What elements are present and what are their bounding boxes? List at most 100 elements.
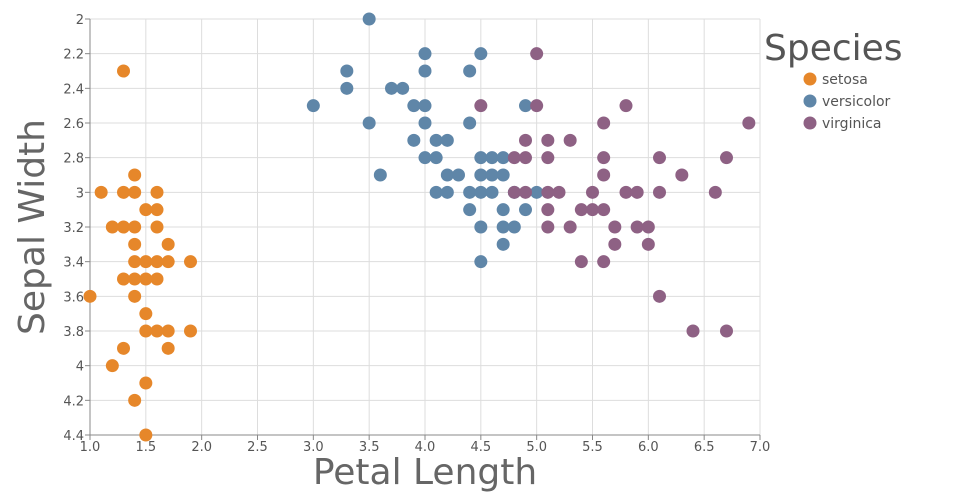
x-tick-label: 4.0 <box>415 440 436 455</box>
point-virginica <box>574 203 588 217</box>
point-setosa <box>150 185 164 199</box>
point-versicolor <box>362 12 376 26</box>
point-virginica <box>586 185 599 199</box>
point-setosa <box>161 237 175 251</box>
y-tick-label: 3.4 <box>63 256 84 271</box>
point-versicolor <box>463 64 477 78</box>
point-virginica <box>541 220 555 234</box>
point-versicolor <box>418 151 432 165</box>
point-virginica <box>641 237 655 251</box>
point-virginica <box>563 133 577 147</box>
point-versicolor <box>418 47 432 61</box>
point-versicolor <box>407 133 421 147</box>
y-tick-label: 2.6 <box>63 117 84 132</box>
point-setosa <box>128 289 142 303</box>
point-versicolor <box>530 185 544 199</box>
x-tick-label: 3.5 <box>359 440 380 455</box>
point-versicolor <box>519 203 532 217</box>
point-setosa <box>117 64 130 78</box>
x-tick-label: 6.0 <box>638 440 659 455</box>
point-setosa <box>128 220 142 234</box>
point-virginica <box>519 185 532 199</box>
point-virginica <box>530 99 544 113</box>
point-setosa <box>105 220 119 234</box>
point-setosa <box>105 359 119 373</box>
x-tick-label: 6.5 <box>694 440 715 455</box>
x-tick-label: 5.0 <box>526 440 547 455</box>
y-tick-label: 2 <box>76 13 84 28</box>
point-versicolor <box>507 220 521 234</box>
point-versicolor <box>496 237 510 251</box>
point-virginica <box>586 203 599 217</box>
y-tick-label: 3.2 <box>63 221 84 236</box>
point-virginica <box>630 185 644 199</box>
legend-swatch-setosa <box>803 72 817 86</box>
grid <box>89 18 761 436</box>
point-virginica <box>675 168 689 182</box>
point-versicolor <box>429 185 443 199</box>
point-virginica <box>597 203 611 217</box>
point-virginica <box>630 220 644 234</box>
x-tick-label: 2.5 <box>247 440 268 455</box>
y-tick-label: 2.8 <box>63 152 84 167</box>
point-setosa <box>128 168 142 182</box>
series-virginica <box>474 47 756 338</box>
y-tick-label: 3.8 <box>63 325 84 340</box>
x-tick-label: 7.0 <box>750 440 771 455</box>
y-tick-label: 4 <box>76 360 84 375</box>
y-tick-label: 4.2 <box>63 394 84 409</box>
point-virginica <box>653 151 666 165</box>
point-versicolor <box>429 151 443 165</box>
point-virginica <box>608 237 622 251</box>
point-setosa <box>139 203 153 217</box>
point-virginica <box>742 116 756 130</box>
y-tick-label: 2.4 <box>63 82 84 97</box>
point-versicolor <box>496 220 510 234</box>
point-versicolor <box>440 185 454 199</box>
point-virginica <box>597 116 611 130</box>
point-versicolor <box>474 168 488 182</box>
point-virginica <box>507 185 521 199</box>
point-setosa <box>139 255 153 269</box>
y-axis-title: Sepal Width <box>12 119 53 335</box>
point-versicolor <box>496 168 510 182</box>
point-versicolor <box>452 168 465 182</box>
point-virginica <box>507 151 521 165</box>
x-axis-title: Petal Length <box>313 452 537 493</box>
series-versicolor <box>306 12 544 269</box>
x-tick-label: 4.5 <box>470 440 491 455</box>
point-setosa <box>117 185 130 199</box>
legend-swatch-versicolor <box>803 94 817 108</box>
point-virginica <box>474 99 488 113</box>
point-setosa <box>128 255 142 269</box>
x-tick-label: 5.5 <box>582 440 603 455</box>
point-setosa <box>150 324 164 338</box>
point-versicolor <box>463 185 477 199</box>
point-virginica <box>530 47 544 61</box>
point-versicolor <box>418 99 432 113</box>
point-virginica <box>563 220 577 234</box>
point-virginica <box>720 324 733 338</box>
point-virginica <box>519 133 532 147</box>
point-versicolor <box>429 133 443 147</box>
point-setosa <box>150 272 164 286</box>
point-setosa <box>117 341 130 355</box>
point-versicolor <box>463 116 477 130</box>
point-setosa <box>150 220 164 234</box>
point-virginica <box>541 185 555 199</box>
x-tick-label: 3.0 <box>303 440 324 455</box>
point-setosa <box>139 307 153 321</box>
y-tick-label: 2.2 <box>63 48 84 63</box>
y-tick-label: 4.4 <box>63 429 84 444</box>
point-setosa <box>161 255 175 269</box>
point-versicolor <box>485 151 499 165</box>
point-versicolor <box>474 220 488 234</box>
point-versicolor <box>440 168 454 182</box>
series-setosa <box>83 64 197 442</box>
point-versicolor <box>418 116 432 130</box>
point-virginica <box>541 203 555 217</box>
point-virginica <box>597 168 611 182</box>
point-setosa <box>150 203 164 217</box>
legend-label-setosa: setosa <box>822 72 868 88</box>
